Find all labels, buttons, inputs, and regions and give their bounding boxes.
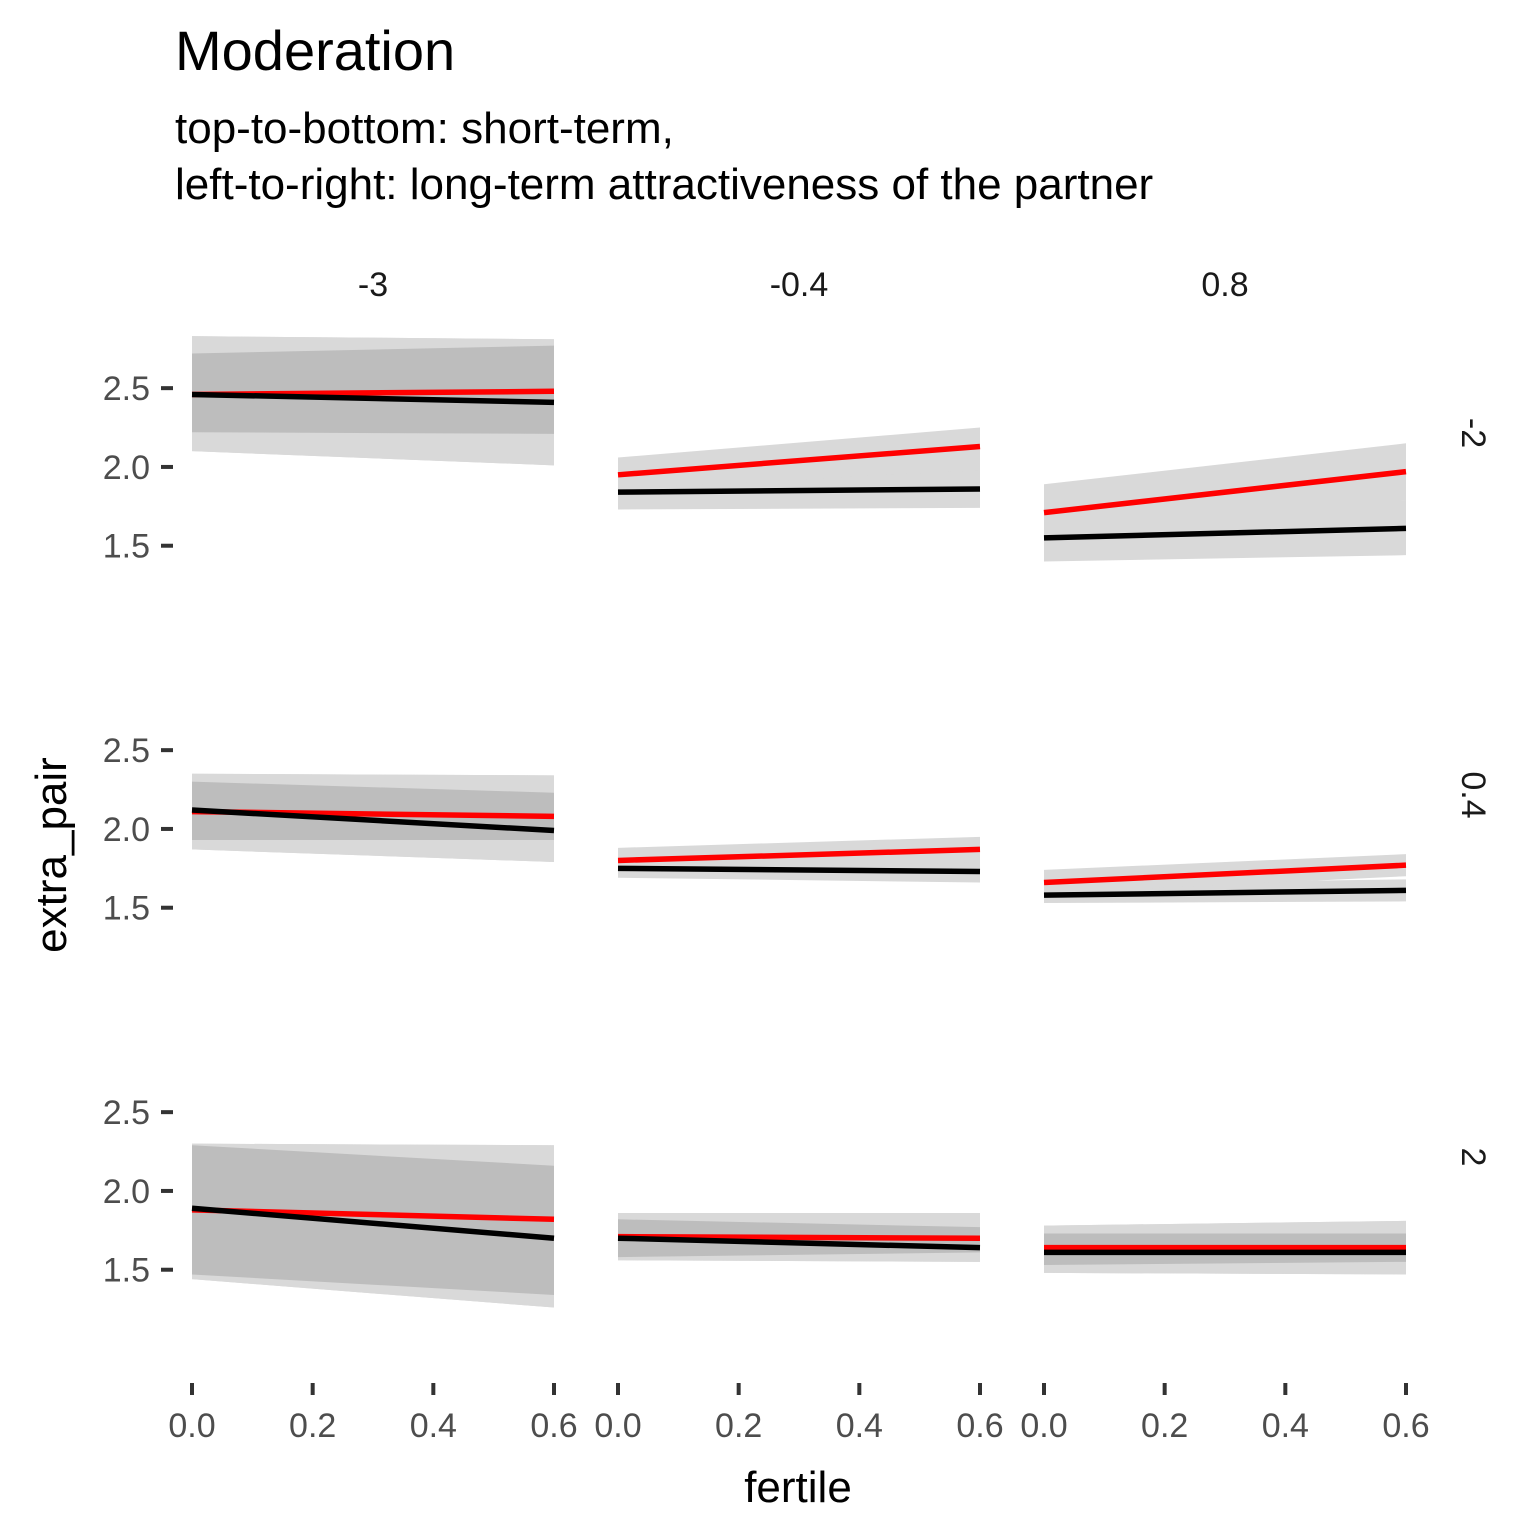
line-red--2--0.4 — [617, 443, 981, 478]
x-tick-label: 0.0 — [1020, 1407, 1067, 1445]
line-black-2--3 — [191, 1205, 555, 1241]
line-red--2-0.8 — [1043, 468, 1407, 516]
y-axis-title: extra_pair — [27, 757, 76, 953]
chart-title: Moderation — [175, 19, 456, 82]
y-tick-label: 2.0 — [103, 811, 150, 849]
x-tick-label: 0.2 — [715, 1407, 762, 1445]
y-tick-label: 1.5 — [103, 528, 150, 566]
y-tick-label: 2.5 — [103, 732, 150, 770]
x-tick-label: 0.4 — [836, 1407, 883, 1445]
x-tick-label: 0.4 — [1262, 1407, 1309, 1445]
line-red-2--0.4 — [617, 1233, 981, 1241]
x-tick-label: 0.6 — [956, 1407, 1003, 1445]
line-black-0.4--0.4 — [617, 865, 981, 875]
y-tick-label: 2.5 — [103, 1094, 150, 1132]
line-black-0.4-0.8 — [1043, 887, 1407, 898]
row-strip-label: -2 — [1454, 418, 1492, 448]
line-black--2--3 — [191, 391, 555, 406]
ci-band-inner — [192, 345, 554, 434]
ci-band-outer-red — [1044, 443, 1406, 535]
x-tick-label: 0.0 — [594, 1407, 641, 1445]
y-tick-label: 1.5 — [103, 1252, 150, 1290]
line-black--2--0.4 — [617, 486, 981, 495]
line-red-0.4-0.8 — [1043, 862, 1407, 886]
col-strip-label: -0.4 — [770, 266, 829, 304]
y-tick-label: 2.5 — [103, 370, 150, 408]
y-tick-label: 1.5 — [103, 890, 150, 928]
chart-subtitle-line-2: left-to-right: long-term attractiveness … — [175, 160, 1154, 209]
line-black-0.4--3 — [191, 807, 555, 834]
y-tick-label: 2.0 — [103, 1173, 150, 1211]
x-tick-label: 0.0 — [168, 1407, 215, 1445]
line-black--2-0.8 — [1043, 525, 1407, 541]
x-tick-label: 0.2 — [289, 1407, 336, 1445]
x-axis-title: fertile — [744, 1463, 852, 1512]
col-strip-label: -3 — [358, 266, 388, 304]
line-black-2--0.4 — [617, 1235, 981, 1251]
ci-band-inner — [192, 1145, 554, 1295]
x-tick-label: 0.6 — [1382, 1407, 1429, 1445]
x-tick-label: 0.6 — [530, 1407, 577, 1445]
row-strip-label: 0.4 — [1454, 771, 1492, 818]
y-tick-label: 2.0 — [103, 449, 150, 487]
row-strip-label: 2 — [1454, 1148, 1492, 1167]
line-red-0.4--0.4 — [617, 846, 981, 864]
col-strip-label: 0.8 — [1201, 266, 1248, 304]
chart-subtitle-line-1: top-to-bottom: short-term, — [175, 104, 674, 153]
x-tick-label: 0.4 — [410, 1407, 457, 1445]
x-tick-label: 0.2 — [1141, 1407, 1188, 1445]
